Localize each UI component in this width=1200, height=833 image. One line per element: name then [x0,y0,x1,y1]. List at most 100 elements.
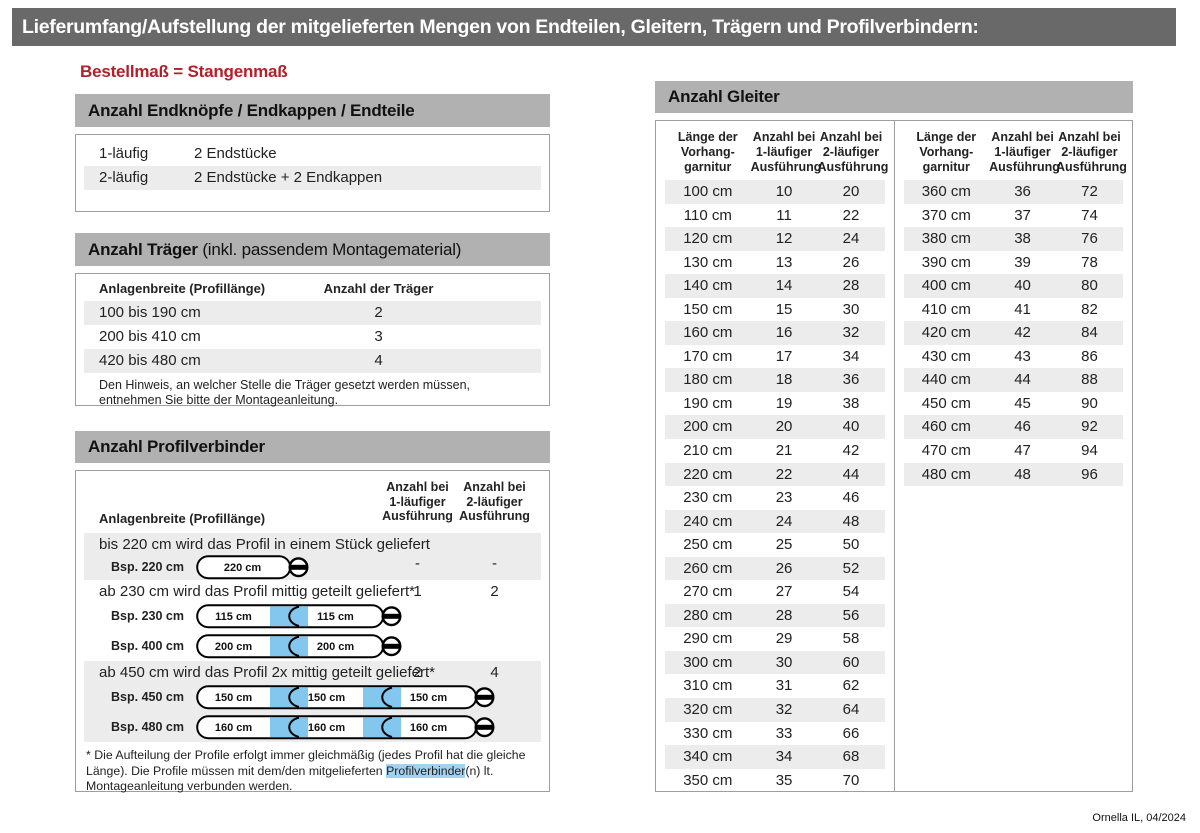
count-2-laeufig-cell: 72 [1081,183,1098,200]
count-1-laeufig-cell: 28 [775,606,793,624]
header-line: Ausführung [750,160,822,174]
gleiter-row: 370 cm 37 74 [904,204,1124,228]
endteile-row-label: 1-läufig [99,145,149,162]
count-2-laeufig-cell: 82 [1081,300,1098,318]
count-1-laeufig-cell: 23 [775,489,793,507]
length-cell: 430 cm [921,347,971,365]
length-cell: 160 cm [683,324,733,342]
profilverbinder-box: Anlagenbreite (Profillänge) Anzahl bei 1-… [75,470,550,795]
end-cap-icon [474,716,495,737]
profil-col-1-laeufig: Anzahl bei 1-läufiger Ausführung [370,480,465,524]
profil-row: ab 230 cm wird das Profil mittig geteilt… [84,580,541,661]
count-1-laeufig-cell: 44 [1014,371,1031,389]
length-cell: 340 cm [683,748,733,766]
endteile-row: 2-läufig 2 Endstücke + 2 Endkappen [84,166,541,190]
gleiter-row: 350 cm 35 70 [665,769,885,793]
segment-length-label: 115 cm [317,611,354,623]
header-line: Ausführung [817,160,889,174]
count-2-laeufig-cell: 60 [842,653,860,671]
count-2-laeufig-cell: 34 [842,347,860,365]
footnote-text-end: (n) lt. Montageanleitung verbunden werde… [86,763,494,794]
gleiter-row: 480 cm 48 96 [903,462,1123,487]
end-cap-icon [381,635,402,656]
header-line: Ausführung [989,160,1060,174]
header-line: 2-läufiger [822,145,880,159]
gleiter-row: 180 cm 18 36 [665,368,885,392]
length-cell: 210 cm [683,442,733,460]
traeger-note: Den Hinweis, an welcher Stelle die Träge… [99,378,471,407]
gleiter-table-header: Länge der Vorhang-garnitur Anzahl bei 1-läu… [904,125,1127,180]
count-1-laeufig-cell: 14 [775,277,793,295]
count-2-laeufig-cell: 94 [1081,442,1098,460]
gleiter-row: 150 cm 15 30 [665,298,885,322]
example-row: Bsp. 220 cm 220 cm [84,554,541,580]
profile-diagram: 115 cm 115 cm [196,603,402,628]
gleiter-row: 270 cm 27 54 [665,580,885,604]
order-measure-note: Bestellmaß = Stangenmaß [80,62,288,81]
gleiter-col-header: Anzahl bei 1-läufiger Ausführung [750,130,822,175]
header-line: Ausführung [459,509,530,523]
profil-count-1-laeufig: - [415,555,420,572]
gleiter-row: 390 cm 39 78 [904,251,1124,275]
profil-col-width: Anlagenbreite (Profillänge) [99,511,266,526]
traeger-count-cell: 4 [374,352,383,369]
example-row: Bsp. 230 cm 115 cm 115 cm [84,601,541,631]
gleiter-col-header: Länge der Vorhang-garnitur [665,130,751,175]
length-cell: 100 cm [683,183,733,200]
length-cell: 420 cm [921,324,971,342]
example-label: Bsp. 220 cm [111,560,184,574]
section-title-gleiter: Anzahl Gleiter [668,87,780,106]
endteile-row-value: 2 Endstücke [194,145,277,162]
traeger-box: Anlagenbreite (Profillänge) Anzahl der T… [75,273,550,407]
gleiter-row: 170 cm 17 34 [665,345,885,369]
header-line: garnitur [684,160,732,174]
page-title: Lieferumfang/Aufstellung der mitgeliefer… [12,8,1176,46]
gleiter-row: 460 cm 46 92 [903,415,1123,440]
gleiter-row: 420 cm 42 84 [903,321,1123,345]
end-cap-icon [381,605,402,626]
example-label: Bsp. 230 cm [111,609,184,623]
count-2-laeufig-cell: 62 [842,677,860,695]
count-2-laeufig-cell: 36 [842,371,860,389]
count-1-laeufig-cell: 34 [775,748,793,766]
endteile-row-value: 2 Endstücke + 2 Endkappen [194,169,383,186]
count-2-laeufig-cell: 66 [842,724,860,742]
profile-diagram: 150 cm 150 cm 150 cm [196,684,495,709]
section-title-traeger-suffix: (inkl. passendem Montagematerial) [197,240,462,259]
count-1-laeufig-cell: 26 [775,559,793,577]
count-1-laeufig-cell: 12 [775,230,793,248]
traeger-col-count: Anzahl der Träger [323,281,434,296]
traeger-count-cell: 3 [374,328,383,345]
section-header-profilverbinder: Anzahl Profilverbinder [75,431,550,463]
count-1-laeufig-cell: 39 [1014,253,1031,271]
length-cell: 220 cm [683,465,733,483]
gleiter-row: 160 cm 16 32 [665,321,885,345]
profil-row: ab 450 cm wird das Profil 2x mittig gete… [84,661,541,742]
header-line: Anzahl bei [463,480,526,494]
length-cell: 180 cm [683,371,733,389]
count-1-laeufig-cell: 35 [775,771,793,789]
count-2-laeufig-cell: 64 [842,701,860,719]
gleiter-row: 410 cm 41 82 [904,298,1124,322]
traeger-range-cell: 200 bis 410 cm [99,328,201,345]
example-row: Bsp. 400 cm 200 cm 200 cm [84,631,541,661]
length-cell: 130 cm [683,253,733,271]
length-cell: 440 cm [921,371,971,389]
header-line: Länge der [677,130,738,144]
gleiter-col-header: Anzahl bei 2-läufiger Ausführung [1056,130,1127,175]
length-cell: 300 cm [683,653,733,671]
segment-length-label: 160 cm [215,722,253,734]
count-1-laeufig-cell: 13 [775,253,793,271]
gleiter-row: 140 cm 14 28 [665,274,885,298]
count-1-laeufig-cell: 48 [1014,465,1031,483]
length-cell: 250 cm [683,536,733,554]
traeger-row: 420 bis 480 cm 4 [84,349,541,373]
gleiter-row: 200 cm 20 40 [665,415,885,440]
profil-footnote: * Die Aufteilung der Profile erfolgt imm… [86,748,537,795]
length-cell: 410 cm [921,300,971,318]
length-cell: 140 cm [683,277,733,295]
count-1-laeufig-cell: 32 [775,701,793,719]
traeger-rows: 100 bis 190 cm 2 200 bis 410 cm 3 420 bis 48… [76,301,549,373]
length-cell: 270 cm [683,583,733,601]
